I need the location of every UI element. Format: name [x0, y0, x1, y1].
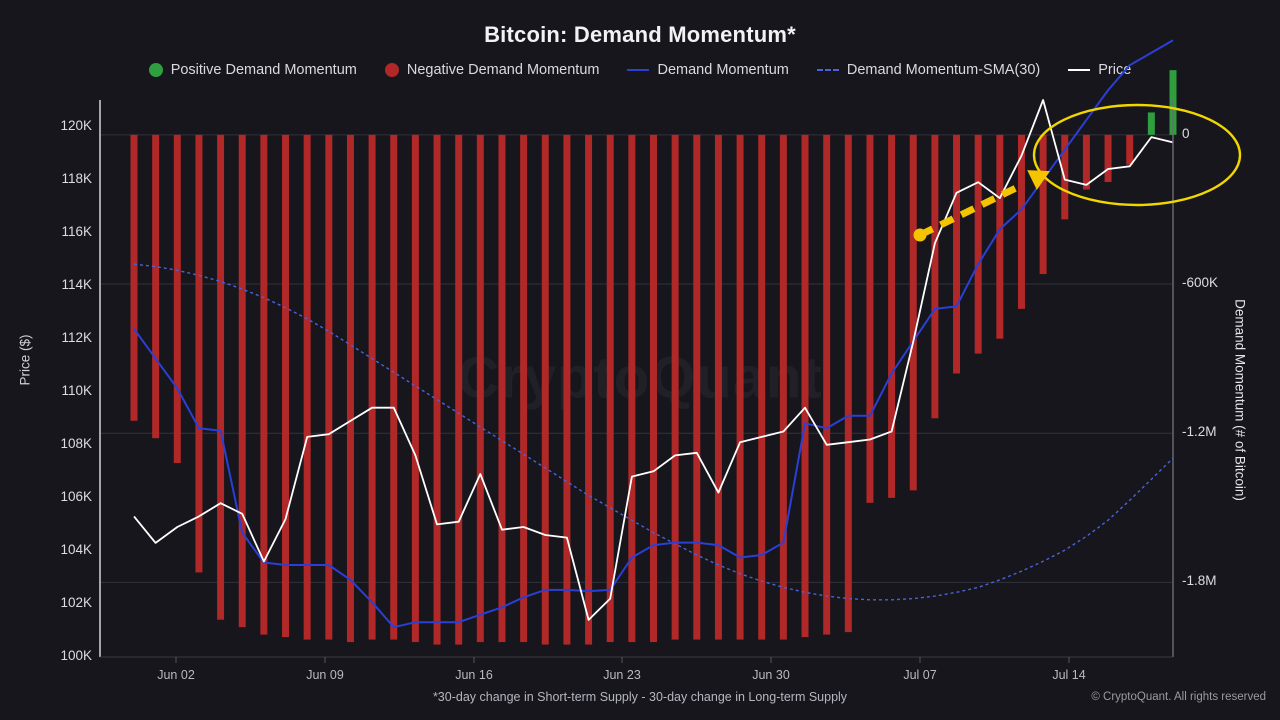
- demand-momentum-bar: [650, 134, 657, 643]
- demand-momentum-bar: [758, 134, 766, 640]
- y-axis-left-tick: 102K: [60, 594, 92, 610]
- demand-momentum-bar: [498, 134, 506, 643]
- y-axis-left-tick: 108K: [60, 435, 92, 451]
- y-axis-left-tick: 114K: [61, 276, 92, 292]
- demand-momentum-bar: [974, 134, 982, 354]
- legend-item-demand-momentum-sma[interactable]: Demand Momentum-SMA(30): [816, 62, 1041, 78]
- y-axis-left-tick: 112K: [61, 329, 92, 345]
- demand-momentum-bar: [585, 134, 593, 645]
- arrow-tail-dot-icon: [913, 228, 927, 242]
- x-axis-tick: Jul 07: [903, 668, 937, 682]
- demand-momentum-bar: [195, 134, 203, 573]
- demand-momentum-bar: [325, 134, 333, 640]
- demand-momentum-bar: [282, 134, 290, 638]
- y-axis-left-tick: 104K: [60, 541, 92, 557]
- demand-momentum-bar: [606, 134, 614, 643]
- demand-momentum-bar: [217, 134, 225, 620]
- y-axis-left-tick: 118K: [61, 170, 92, 186]
- chart-title: Bitcoin: Demand Momentum*: [484, 22, 796, 47]
- demand-momentum-bar: [260, 134, 268, 635]
- demand-momentum-bar: [953, 134, 961, 374]
- copyright-notice: © CryptoQuant. All rights reserved: [1091, 691, 1266, 703]
- demand-momentum-bar: [433, 134, 441, 645]
- demand-momentum-bar: [152, 134, 160, 439]
- dashed-line-marker-icon: [816, 69, 839, 71]
- price-line: [133, 99, 1174, 621]
- demand-momentum-bar: [520, 134, 528, 643]
- y-axis-right-tick: -1.8M: [1182, 573, 1217, 589]
- demand-momentum-bar: [909, 134, 917, 491]
- x-axis-tick: Jun 23: [603, 668, 641, 682]
- demand-momentum-bar: [779, 134, 787, 640]
- demand-momentum-bar: [866, 134, 874, 503]
- y-axis-left-tick: 106K: [60, 488, 92, 504]
- demand-momentum-bar: [455, 134, 463, 645]
- x-axis-tick: Jun 16: [455, 668, 493, 682]
- line-marker-white-icon: [1068, 69, 1091, 71]
- highlight-ellipse: [1032, 103, 1242, 207]
- demand-momentum-bar: [541, 134, 549, 645]
- demand-momentum-bar: [390, 134, 398, 640]
- y-axis-right-tick: -1.2M: [1182, 424, 1217, 440]
- demand-momentum-bar: [888, 134, 896, 498]
- legend-item-demand-momentum[interactable]: Demand Momentum: [627, 62, 789, 78]
- demand-momentum-bar: [368, 134, 376, 640]
- circle-marker-red-icon: [384, 63, 399, 77]
- legend-label: Demand Momentum-SMA(30): [846, 62, 1041, 78]
- demand-momentum-bar: [801, 134, 809, 638]
- demand-momentum-bar: [1082, 134, 1090, 190]
- demand-momentum-bar: [1039, 134, 1047, 275]
- demand-momentum-bar: [130, 134, 138, 421]
- demand-momentum-bar: [1147, 112, 1155, 135]
- x-axis-tick: Jun 09: [306, 668, 344, 682]
- y-axis-left-tick: 100K: [60, 648, 92, 663]
- demand-momentum-bar: [303, 134, 311, 640]
- trend-arrow: [918, 183, 1020, 239]
- demand-momentum-bar: [173, 134, 181, 464]
- y-axis-right-tick: 0: [1182, 125, 1190, 141]
- y-axis-left-tick: 110K: [61, 382, 92, 398]
- demand-momentum-bar: [346, 134, 354, 643]
- demand-momentum-bar: [238, 134, 246, 628]
- demand-momentum-bar: [1126, 134, 1134, 165]
- demand-momentum-bar: [1104, 134, 1112, 183]
- x-axis-tick: Jun 02: [157, 668, 195, 682]
- y-axis-left-tick: 120K: [60, 117, 92, 133]
- y-axis-left-tick: 116K: [61, 223, 92, 239]
- x-axis-tick: Jul 14: [1052, 668, 1086, 682]
- chart-legend: Positive Demand Momentum Negative Demand…: [0, 62, 1280, 78]
- demand-momentum-bar: [476, 134, 484, 643]
- demand-momentum-bar: [931, 134, 939, 419]
- demand-momentum-bar: [671, 134, 679, 640]
- demand-momentum-bar: [693, 134, 701, 640]
- demand-momentum-bar: [844, 134, 852, 633]
- demand-momentum-bar: [714, 134, 722, 640]
- legend-item-negative-demand-momentum[interactable]: Negative Demand Momentum: [384, 62, 600, 78]
- x-axis-tick: Jun 30: [752, 668, 790, 682]
- legend-label: Demand Momentum: [657, 62, 789, 78]
- legend-label: Positive Demand Momentum: [170, 62, 357, 78]
- demand-momentum-line: [133, 39, 1174, 629]
- demand-momentum-bar: [563, 134, 571, 645]
- demand-momentum-bar: [411, 134, 419, 643]
- demand-momentum-bar: [823, 134, 831, 635]
- chart-footnote: *30-day change in Short-term Supply - 30…: [432, 690, 848, 704]
- circle-marker-green-icon: [148, 63, 163, 77]
- demand-momentum-bar: [628, 134, 636, 643]
- demand-momentum-bar: [1017, 134, 1025, 309]
- legend-label: Negative Demand Momentum: [406, 62, 600, 78]
- y-axis-right-tick: -600K: [1182, 275, 1219, 290]
- arrow-head-icon: [1027, 170, 1050, 190]
- demand-momentum-bar: [996, 134, 1004, 339]
- demand-momentum-sma-line: [133, 263, 1174, 601]
- demand-momentum-bar: [736, 134, 744, 640]
- line-marker-blue-icon: [627, 69, 650, 71]
- legend-item-positive-demand-momentum[interactable]: Positive Demand Momentum: [148, 62, 357, 78]
